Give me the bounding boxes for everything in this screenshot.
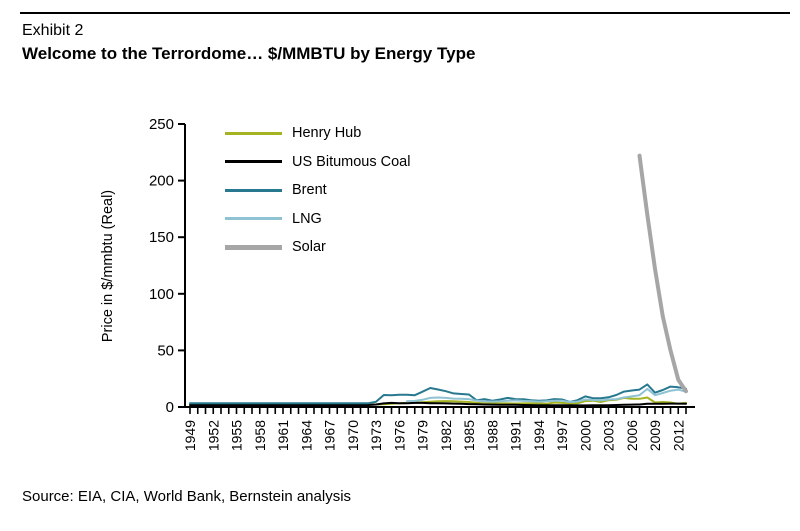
- exhibit-label: Exhibit 2: [22, 22, 84, 39]
- legend-label: Solar: [292, 239, 326, 256]
- x-tick-label: 1994: [531, 420, 547, 451]
- chart-title: Welcome to the Terrordome… $/MMBTU by En…: [22, 44, 476, 63]
- x-tick-label: 1961: [275, 420, 291, 451]
- y-tick-label: 150: [149, 229, 174, 246]
- y-tick-label: 0: [166, 399, 174, 416]
- brent-line-swatch: [225, 188, 282, 192]
- series-line-us-bitumous-coal: [189, 401, 687, 407]
- series-line-solar: [637, 153, 688, 394]
- y-axis-title: Price in $/mmbtu (Real): [100, 190, 116, 342]
- legend-item-henry-hub: Henry Hub: [225, 119, 410, 148]
- legend-item-lng: LNG: [225, 205, 410, 234]
- coal-line-swatch: [225, 160, 282, 164]
- y-tick-label: 100: [149, 286, 174, 303]
- chart-legend: Henry Hub US Bitumous Coal Brent LNG Sol…: [225, 119, 410, 262]
- x-tick-label: 1973: [368, 420, 384, 451]
- solar-line-swatch: [225, 244, 282, 250]
- x-tick-label: 1970: [345, 420, 361, 451]
- x-tick-label: 1967: [322, 420, 338, 451]
- x-tick-label: 2000: [577, 420, 593, 451]
- x-tick-label: 1955: [229, 420, 245, 451]
- legend-label: LNG: [292, 210, 322, 227]
- x-tick-label: 1997: [554, 420, 570, 451]
- legend-label: US Bitumous Coal: [292, 153, 411, 170]
- series-line-brent: [189, 383, 687, 405]
- series-line-lng: [406, 387, 687, 403]
- henry-hub-line-swatch: [225, 131, 282, 135]
- x-tick-label: 1988: [484, 420, 500, 451]
- x-tick-label: 1976: [391, 420, 407, 451]
- y-tick-label: 250: [149, 116, 174, 133]
- x-tick-label: 1958: [252, 420, 268, 451]
- x-tick-label: 2006: [624, 420, 640, 451]
- x-tick-label: 1979: [415, 420, 431, 451]
- legend-item-brent: Brent: [225, 176, 410, 205]
- x-tick-label: 1949: [182, 420, 198, 451]
- x-tick-label: 2009: [647, 420, 663, 451]
- top-divider: [20, 12, 790, 14]
- lng-line-swatch: [225, 217, 282, 221]
- legend-item-us-bitumous-coal: US Bitumous Coal: [225, 148, 410, 177]
- y-tick-label: 200: [149, 173, 174, 190]
- x-tick-label: 1991: [508, 420, 524, 451]
- x-tick-label: 1964: [298, 420, 314, 451]
- x-tick-label: 1982: [438, 420, 454, 451]
- y-tick-label: 50: [157, 342, 174, 359]
- x-tick-label: 1952: [205, 420, 221, 451]
- source-note: Source: EIA, CIA, World Bank, Bernstein …: [22, 488, 352, 505]
- x-tick-label: 1985: [461, 420, 477, 451]
- legend-item-solar: Solar: [225, 233, 410, 262]
- x-tick-label: 2012: [670, 420, 686, 451]
- x-tick-label: 2003: [601, 420, 617, 451]
- legend-label: Brent: [292, 182, 327, 199]
- legend-label: Henry Hub: [292, 125, 362, 142]
